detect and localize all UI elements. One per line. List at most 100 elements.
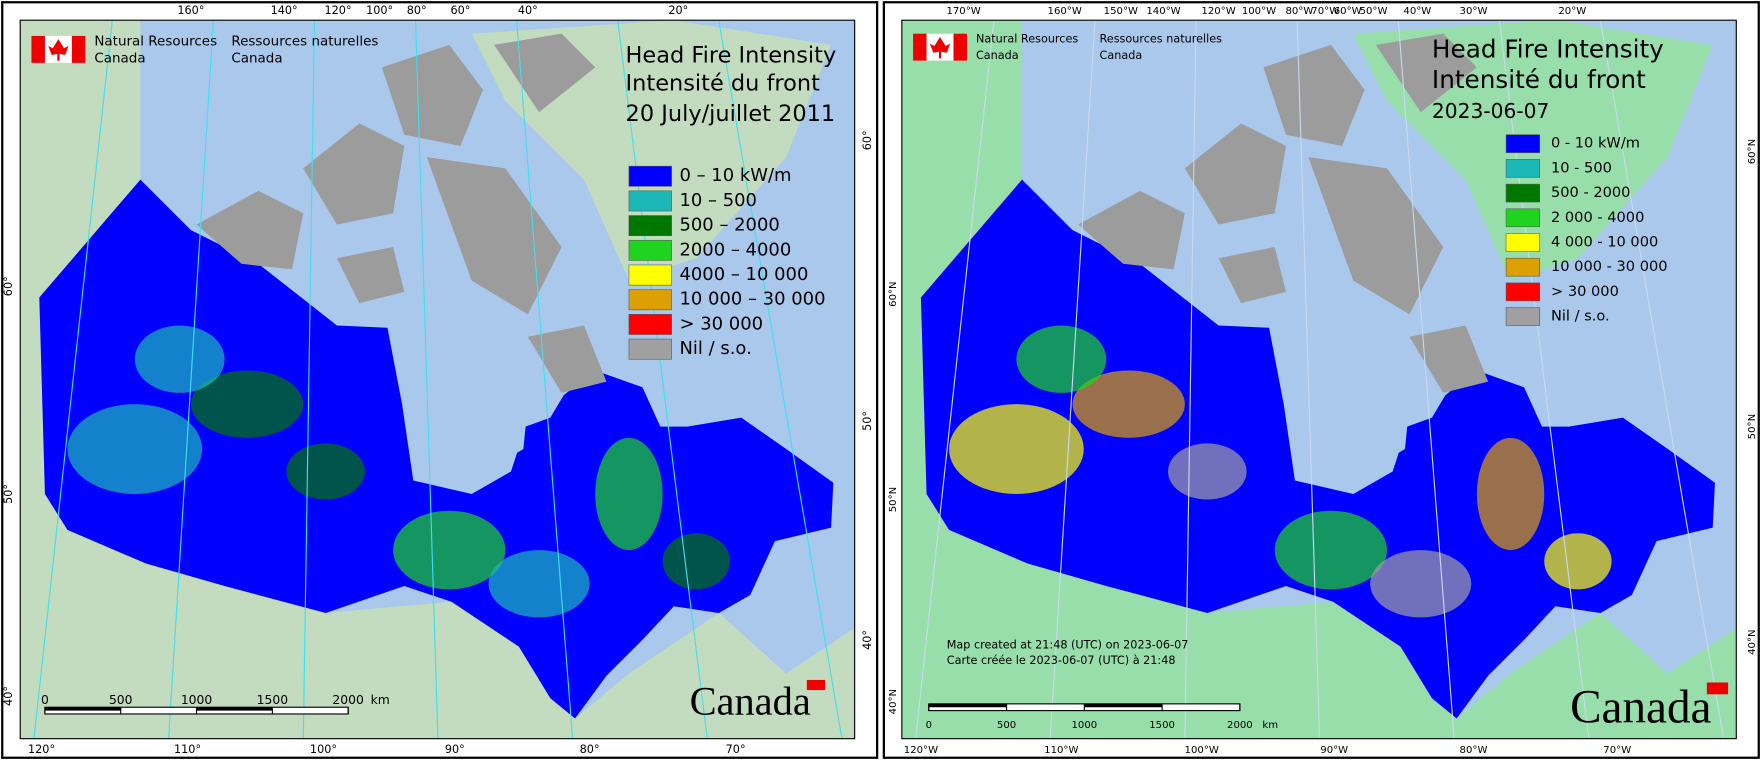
flag-bar (71, 35, 86, 63)
map-title: 2023-06-07 (1432, 99, 1549, 123)
graticule (1184, 20, 1197, 739)
intensity-area (1168, 443, 1247, 500)
arctic-island (381, 44, 483, 146)
bottom-graticule-label: 120° (28, 743, 55, 756)
map-title: Intensité du front (626, 71, 821, 97)
graticule (1049, 20, 1096, 739)
graticule (1296, 20, 1321, 739)
intensity-area (1370, 550, 1472, 618)
agency-en: Canada (976, 49, 1019, 62)
left-graticule-label: 40°N (888, 689, 899, 714)
legend-swatch (1505, 257, 1541, 277)
canada (39, 179, 834, 719)
legend-swatch (1505, 282, 1541, 302)
legend-label: > 30 000 (1551, 283, 1619, 300)
right-graticule-label: 60° (861, 130, 874, 150)
legend-label: > 30 000 (679, 313, 763, 334)
legend-label: 500 - 2000 (1551, 184, 1630, 201)
map-border (901, 19, 1737, 740)
map-title: 20 July/juillet 2011 (626, 101, 836, 127)
map-panel: Natural Resources Ressources naturellesCa… (1, 1, 879, 759)
scale-label: 1500 (1149, 720, 1175, 731)
land (20, 20, 141, 337)
legend-swatch (1505, 183, 1541, 203)
map-area (20, 20, 855, 739)
map-title: Intensité du front (1432, 65, 1646, 94)
top-graticule-label: 170°W (946, 6, 980, 17)
flag-leaf (929, 37, 951, 59)
intensity-area (393, 510, 506, 590)
flag-bar (913, 33, 927, 61)
intensity-area (1016, 325, 1107, 393)
map-title: Head Fire Intensity (626, 43, 837, 69)
bay (417, 370, 528, 472)
top-graticule-label: 20°W (1558, 6, 1586, 17)
scale-label: 0 (926, 720, 932, 731)
wordmark-flag (1706, 682, 1729, 695)
right-graticule-label: 50° (861, 411, 874, 431)
agency-fr: Ressources naturelles (231, 34, 378, 50)
intensity-area (190, 370, 304, 438)
intensity-area (134, 325, 225, 393)
bottom-graticule-label: 110°W (1044, 745, 1078, 756)
scale-label: 1000 (181, 693, 213, 707)
legend-label: 0 - 10 kW/m (1551, 135, 1640, 152)
scale-segment (1084, 703, 1163, 708)
top-graticule-label: 60°W (1334, 6, 1362, 17)
bottom-graticule-label: 90° (445, 743, 465, 756)
scale-segment (44, 707, 121, 711)
intensity-area (1072, 370, 1185, 438)
top-graticule-label: 140°W (1146, 6, 1180, 17)
intensity-area (662, 533, 731, 590)
top-graticule-label: 40°W (1403, 6, 1431, 17)
map-note: Carte créée le 2023-06-07 (UTC) à 21:48 (947, 654, 1176, 667)
scale-label: 2000 (1227, 720, 1253, 731)
top-graticule-label: 80° (407, 4, 427, 17)
top-graticule-label: 100°W (1242, 6, 1276, 17)
graticule (718, 20, 843, 739)
top-graticule-label: 30°W (1460, 6, 1488, 17)
wordmark: Canada (690, 678, 811, 723)
arctic-island (1184, 123, 1286, 225)
legend-label: Nil / s.o. (679, 338, 751, 359)
land (20, 297, 854, 739)
intensity-area (595, 437, 663, 551)
bottom-graticule-label: 70°W (1603, 745, 1631, 756)
bottom-graticule-label: 80°W (1460, 745, 1488, 756)
legend-swatch (1505, 307, 1541, 326)
right-graticule-label: 60°N (1747, 139, 1758, 164)
left-graticule-label: 60° (2, 276, 15, 296)
left-graticule-label: 50°N (888, 487, 899, 512)
bay (1299, 370, 1410, 472)
arctic-island (336, 246, 405, 304)
intensity-area (67, 404, 203, 494)
intensity-area (286, 443, 366, 500)
legend-swatch (628, 190, 672, 212)
land (901, 20, 1023, 337)
wordmark: Canada (1570, 682, 1711, 734)
scale-label: 500 (997, 720, 1016, 731)
land (901, 297, 1736, 739)
agency-en: Natural Resources (976, 32, 1078, 45)
intensity-area (488, 550, 590, 618)
legend-swatch (1505, 134, 1541, 153)
top-graticule-label: 160° (177, 4, 204, 17)
flag-leaf (48, 39, 69, 61)
graticule (168, 20, 214, 739)
intensity-area (1274, 510, 1388, 590)
legend-swatch (628, 165, 672, 187)
left-graticule-label: 50° (2, 484, 15, 504)
arctic-island (1218, 246, 1286, 304)
scale-label: 2000 (332, 693, 364, 707)
arctic-island (1078, 190, 1185, 270)
legend-swatch (628, 289, 672, 311)
bottom-graticule-label: 120°W (904, 745, 938, 756)
intensity-area (1476, 437, 1545, 551)
graticule (914, 20, 995, 739)
top-graticule-label: 100° (366, 4, 393, 17)
scale-unit: km (371, 693, 390, 707)
top-graticule-label: 160°W (1048, 6, 1082, 17)
scale-segment (196, 707, 273, 711)
left-graticule-label: 60°N (888, 281, 899, 306)
legend-label: 4000 – 10 000 (679, 264, 808, 285)
